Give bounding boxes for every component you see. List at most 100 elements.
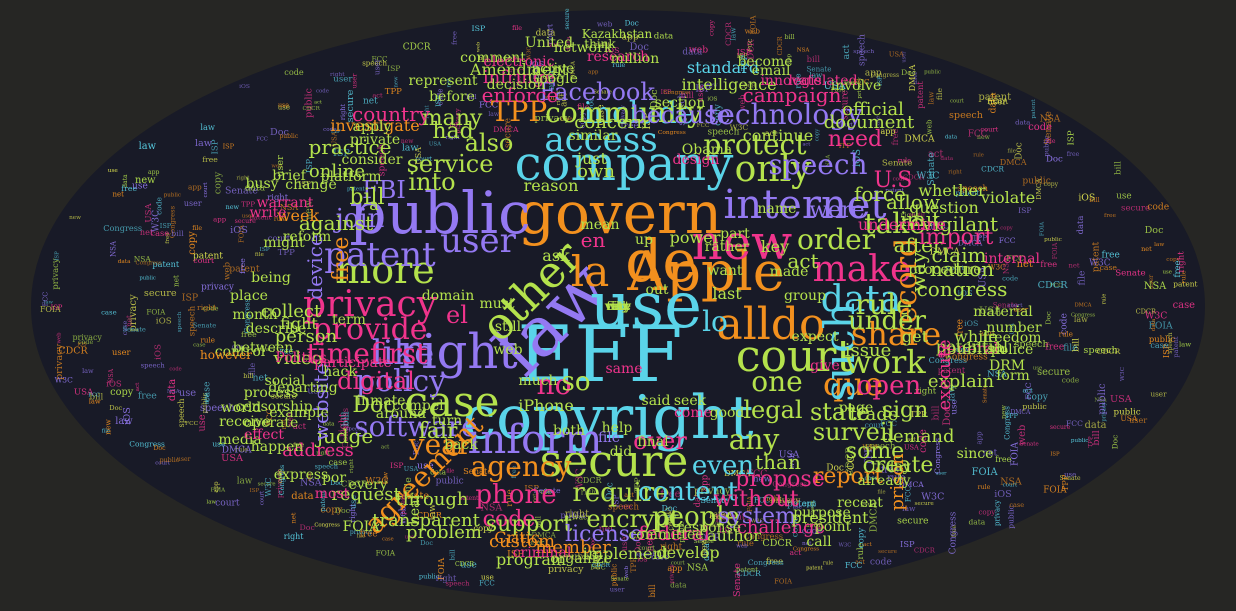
filler-word: file bbox=[101, 428, 111, 435]
filler-word: free bbox=[1104, 213, 1116, 220]
cloud-word: page bbox=[838, 400, 874, 416]
cloud-word: comment bbox=[460, 50, 526, 66]
cloud-word: busy bbox=[245, 176, 279, 192]
filler-word: free bbox=[1101, 250, 1120, 261]
filler-word: code bbox=[323, 127, 337, 134]
cloud-word: demand bbox=[881, 426, 955, 447]
filler-word: Doc bbox=[109, 403, 123, 412]
cloud-word: fight bbox=[280, 314, 318, 333]
filler-word: web bbox=[1017, 425, 1029, 446]
filler-word: FCC bbox=[930, 221, 950, 232]
filler-word: W3C bbox=[264, 477, 274, 497]
filler-word: file bbox=[512, 25, 523, 33]
filler-word: Senate bbox=[533, 486, 561, 496]
filler-word: speech bbox=[140, 361, 165, 370]
cloud-word: reform bbox=[282, 229, 332, 245]
filler-word: file bbox=[1076, 270, 1088, 286]
filler-word: court bbox=[215, 497, 240, 508]
filler-word: CDCR bbox=[981, 164, 1004, 174]
filler-word: law bbox=[401, 142, 419, 154]
cloud-word: rule bbox=[855, 288, 913, 321]
filler-word: law bbox=[206, 498, 217, 505]
cloud-word: than bbox=[755, 450, 801, 474]
filler-word: use bbox=[417, 460, 434, 472]
cloud-word: U.S bbox=[873, 168, 913, 193]
filler-word: use bbox=[460, 559, 477, 571]
filler-word: user bbox=[664, 514, 678, 521]
cloud-word: form bbox=[996, 368, 1030, 384]
filler-word: new bbox=[706, 82, 718, 89]
cloud-word: key bbox=[760, 237, 790, 256]
cloud-word: secure bbox=[539, 436, 689, 487]
filler-word: right bbox=[660, 542, 683, 553]
filler-word: law bbox=[1154, 241, 1165, 248]
filler-word: Senate bbox=[693, 539, 714, 546]
filler-word: patent bbox=[806, 565, 823, 572]
filler-word: ISP bbox=[210, 139, 221, 155]
cloud-word: brief bbox=[272, 168, 306, 184]
cloud-word: timefirst bbox=[306, 337, 428, 370]
cloud-word: surveil bbox=[812, 418, 896, 446]
filler-word: privacy bbox=[534, 113, 571, 125]
filler-word: copy bbox=[110, 386, 134, 398]
filler-word: copy bbox=[856, 527, 867, 548]
filler-word: speech bbox=[607, 502, 640, 513]
filler-word: act bbox=[841, 44, 853, 60]
cloud-word: implement bbox=[582, 544, 670, 563]
filler-word: law bbox=[138, 141, 157, 153]
filler-word: FCC bbox=[852, 77, 870, 87]
filler-word: user bbox=[1150, 389, 1167, 399]
filler-word: data bbox=[653, 31, 674, 42]
cloud-word: just bbox=[577, 149, 607, 168]
filler-word: DMCA bbox=[929, 247, 960, 258]
filler-word: net bbox=[982, 448, 998, 459]
filler-word: USA bbox=[778, 449, 800, 461]
filler-word: Congress bbox=[314, 522, 340, 529]
filler-word: file bbox=[1007, 148, 1016, 155]
filler-word: FCC bbox=[1066, 419, 1083, 429]
filler-word: use bbox=[278, 101, 289, 109]
filler-word: rule bbox=[830, 84, 846, 94]
filler-word: W3C bbox=[151, 209, 162, 232]
cloud-word: criminal bbox=[512, 545, 572, 561]
filler-word: court bbox=[155, 460, 170, 467]
filler-word: patent bbox=[787, 499, 817, 510]
cloud-word: compel bbox=[392, 398, 444, 414]
filler-word: new bbox=[102, 419, 112, 435]
filler-word: USA bbox=[903, 444, 919, 453]
cloud-word: company bbox=[514, 136, 734, 192]
filler-word: ISP bbox=[660, 88, 672, 96]
cloud-word: warrant bbox=[256, 195, 314, 211]
filler-word: iOS bbox=[153, 344, 164, 360]
cloud-word: still bbox=[494, 319, 522, 335]
filler-word: Doc bbox=[1044, 310, 1053, 325]
filler-word: TPP bbox=[384, 87, 402, 98]
filler-word: code bbox=[1028, 122, 1052, 134]
filler-word: copy bbox=[1166, 256, 1180, 263]
filler-word: Doc bbox=[624, 18, 639, 28]
filler-word: case bbox=[328, 456, 348, 467]
cloud-word: already bbox=[857, 473, 911, 489]
filler-word: TPP bbox=[241, 200, 255, 209]
filler-word: Doc bbox=[901, 68, 917, 78]
cloud-word: publish bbox=[946, 339, 1006, 358]
filler-word: bill bbox=[448, 550, 457, 561]
cloud-word: document bbox=[823, 112, 915, 133]
cloud-word: TPP bbox=[490, 95, 548, 128]
filler-word: case bbox=[560, 116, 573, 123]
filler-word: user bbox=[497, 54, 517, 65]
filler-word: net bbox=[363, 96, 378, 107]
cloud-word: network bbox=[553, 40, 613, 56]
filler-word: patent bbox=[249, 213, 272, 222]
filler-word: copy bbox=[1043, 180, 1059, 188]
cloud-word: most bbox=[314, 486, 350, 502]
filler-word: public bbox=[159, 457, 180, 465]
filler-word: FCC bbox=[967, 129, 988, 140]
filler-word: data bbox=[322, 421, 335, 428]
cloud-word: world bbox=[220, 400, 262, 416]
filler-word: speech bbox=[176, 311, 183, 333]
filler-word: NSA bbox=[1039, 114, 1061, 125]
cloud-word: user bbox=[440, 221, 516, 261]
filler-word: rule bbox=[1101, 293, 1108, 305]
filler-word: app bbox=[880, 127, 896, 137]
